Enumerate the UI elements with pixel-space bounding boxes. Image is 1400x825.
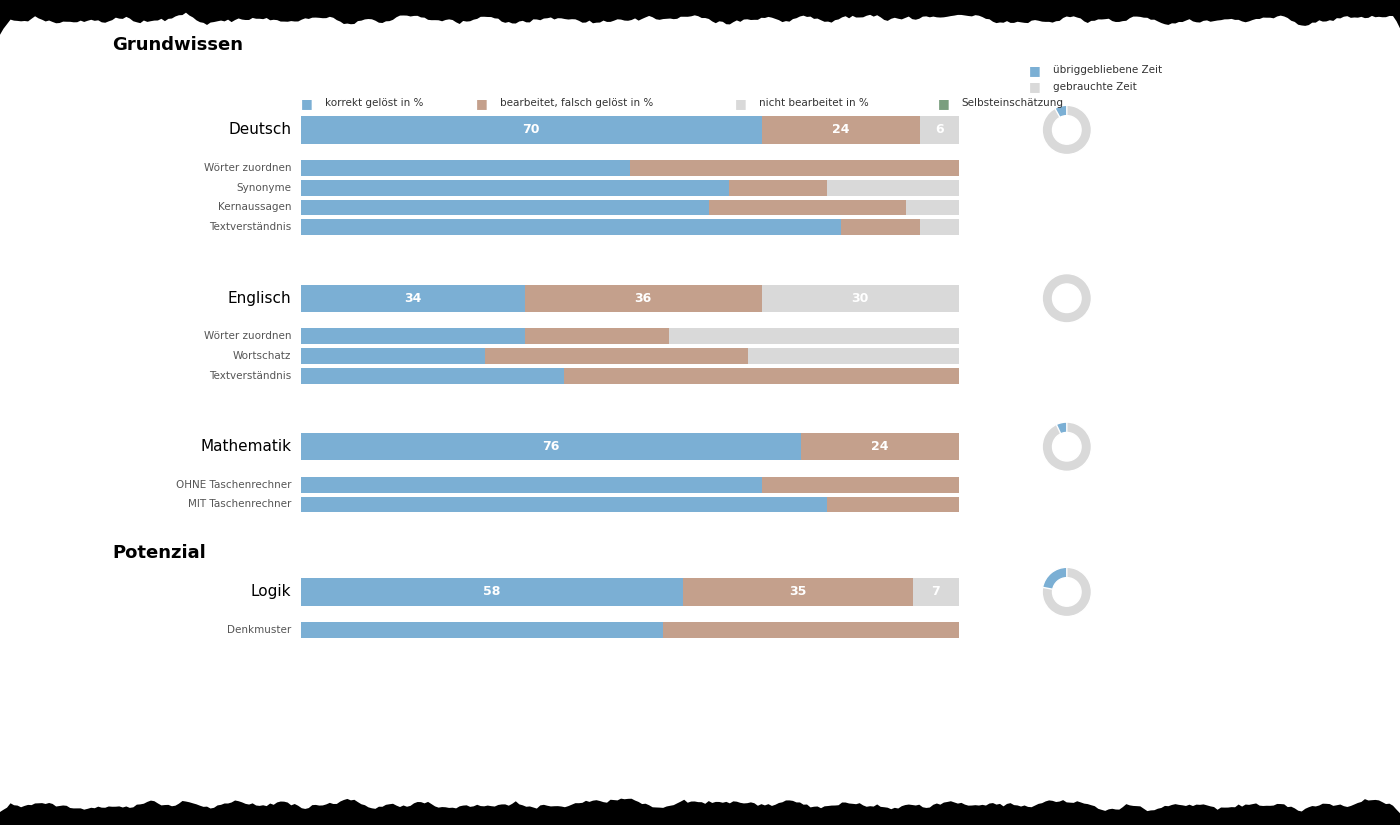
- Text: 76: 76: [542, 441, 560, 453]
- Text: gebrauchte Zeit: gebrauchte Zeit: [1053, 82, 1137, 92]
- Text: Denkmuster: Denkmuster: [227, 625, 291, 635]
- Text: ■: ■: [476, 97, 487, 110]
- Text: 70: 70: [522, 124, 540, 136]
- Text: Potenzial: Potenzial: [112, 544, 206, 562]
- Text: bearbeitet, falsch gelöst in %: bearbeitet, falsch gelöst in %: [500, 98, 652, 108]
- Text: Wörter zuordnen: Wörter zuordnen: [204, 163, 291, 173]
- Text: MIT Taschenrechner: MIT Taschenrechner: [188, 499, 291, 510]
- Text: korrekt gelöst in %: korrekt gelöst in %: [325, 98, 423, 108]
- Text: Textverständnis: Textverständnis: [209, 370, 291, 381]
- Wedge shape: [1042, 422, 1092, 471]
- Text: ■: ■: [301, 97, 312, 110]
- Text: 6: 6: [935, 124, 944, 136]
- Text: 24: 24: [871, 441, 889, 453]
- Text: 7: 7: [931, 586, 941, 598]
- Text: 36: 36: [634, 292, 652, 304]
- Wedge shape: [1056, 106, 1067, 117]
- Text: 30: 30: [851, 292, 869, 304]
- Text: Mathematik: Mathematik: [200, 439, 291, 455]
- Text: Englisch: Englisch: [228, 290, 291, 306]
- Text: OHNE Taschenrechner: OHNE Taschenrechner: [176, 479, 291, 490]
- Text: ■: ■: [938, 97, 949, 110]
- Text: Logik: Logik: [251, 584, 291, 600]
- Text: Kernaussagen: Kernaussagen: [218, 202, 291, 213]
- Text: übriggebliebene Zeit: übriggebliebene Zeit: [1053, 65, 1162, 75]
- Wedge shape: [1042, 274, 1092, 323]
- Wedge shape: [1042, 106, 1092, 154]
- Text: 58: 58: [483, 586, 501, 598]
- Wedge shape: [1057, 422, 1067, 434]
- Polygon shape: [0, 799, 1400, 825]
- Text: Wörter zuordnen: Wörter zuordnen: [204, 331, 291, 342]
- Text: Wortschatz: Wortschatz: [232, 351, 291, 361]
- Text: Textverständnis: Textverständnis: [209, 222, 291, 233]
- Text: 35: 35: [790, 586, 806, 598]
- Text: ■: ■: [1029, 64, 1040, 77]
- Wedge shape: [1042, 568, 1092, 616]
- Text: 34: 34: [405, 292, 421, 304]
- Text: ■: ■: [1029, 80, 1040, 93]
- Text: 24: 24: [832, 124, 850, 136]
- Text: Synonyme: Synonyme: [237, 182, 291, 193]
- Text: Selbsteinschätzung: Selbsteinschätzung: [962, 98, 1064, 108]
- Wedge shape: [1043, 568, 1067, 589]
- Text: Deutsch: Deutsch: [228, 122, 291, 138]
- Text: nicht bearbeitet in %: nicht bearbeitet in %: [759, 98, 868, 108]
- Text: ■: ■: [735, 97, 746, 110]
- Text: Grundwissen: Grundwissen: [112, 36, 244, 54]
- Polygon shape: [0, 0, 1400, 35]
